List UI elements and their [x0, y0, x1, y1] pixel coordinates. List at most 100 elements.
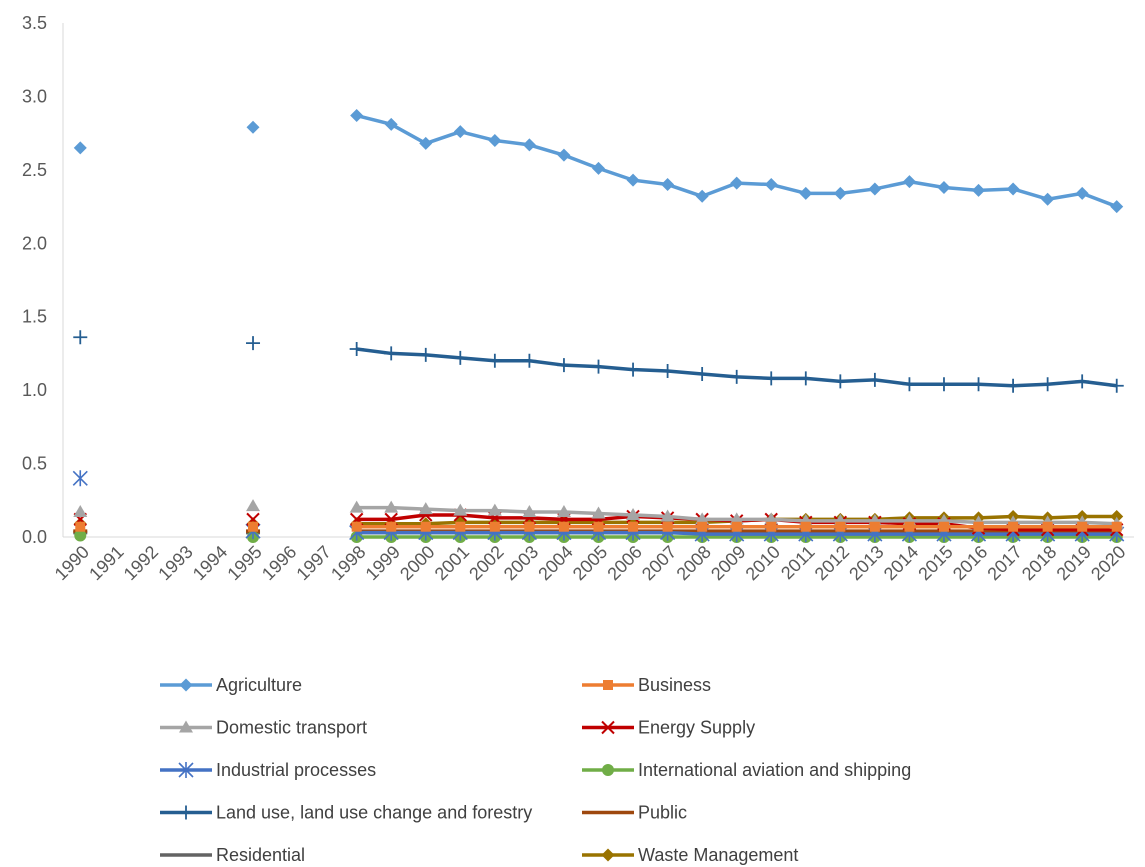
data-point-business	[628, 521, 639, 532]
data-point-business	[455, 521, 466, 532]
x-tick-label: 1996	[258, 542, 300, 584]
data-point-land-use-land-use-change-and-forestry	[418, 347, 433, 362]
x-tick-label: 1995	[223, 542, 265, 584]
data-point-domestic-transport	[556, 505, 571, 518]
legend-marker-land-use-land-use-change-and-forestry	[179, 805, 193, 820]
data-point-land-use-land-use-change-and-forestry	[384, 346, 399, 361]
data-point-business	[731, 521, 742, 532]
data-point-business	[973, 521, 984, 532]
data-point-land-use-land-use-change-and-forestry	[246, 336, 261, 351]
x-tick-label: 2014	[880, 542, 922, 584]
data-point-business	[75, 521, 86, 532]
data-point-domestic-transport	[487, 503, 502, 516]
legend-label: Land use, land use change and forestry	[216, 803, 532, 823]
data-point-business	[800, 521, 811, 532]
legend-item-land-use-land-use-change-and-forestry: Land use, land use change and forestry	[160, 803, 532, 823]
legend-label: Business	[638, 675, 711, 695]
data-point-land-use-land-use-change-and-forestry	[764, 371, 779, 386]
series-business	[75, 521, 1122, 532]
data-point-agriculture	[1041, 192, 1055, 206]
y-tick-label: 2.0	[22, 233, 47, 253]
series-land-use-land-use-change-and-forestry	[73, 330, 1124, 393]
data-point-domestic-transport	[73, 505, 88, 518]
x-tick-label: 2019	[1053, 542, 1095, 584]
legend-label: Public	[638, 803, 687, 823]
x-tick-label: 2008	[673, 542, 715, 584]
legend-marker-agriculture	[179, 678, 193, 692]
data-point-domestic-transport	[384, 500, 399, 513]
data-point-business	[1008, 521, 1019, 532]
data-point-agriculture	[350, 109, 364, 123]
data-point-agriculture	[1075, 186, 1089, 200]
data-point-business	[524, 521, 535, 532]
chart-axes: 0.0 0.5 1.0 1.5 2.0 2.5 3.0 3.5 1990199119921993…	[22, 13, 1134, 584]
data-point-domestic-transport	[418, 502, 433, 515]
data-point-land-use-land-use-change-and-forestry	[556, 358, 571, 373]
data-point-land-use-land-use-change-and-forestry	[522, 353, 537, 368]
data-point-business	[766, 521, 777, 532]
data-point-domestic-transport	[246, 499, 261, 512]
data-point-land-use-land-use-change-and-forestry	[902, 377, 917, 392]
x-tick-label: 2001	[431, 542, 473, 584]
x-tick-label: 1990	[51, 542, 93, 584]
data-point-agriculture	[522, 138, 536, 152]
data-point-business	[697, 521, 708, 532]
data-point-land-use-land-use-change-and-forestry	[487, 353, 502, 368]
data-point-domestic-transport	[626, 507, 641, 520]
x-tick-label: 2016	[949, 542, 991, 584]
data-point-agriculture	[626, 173, 640, 187]
data-point-agriculture	[764, 178, 778, 192]
legend-item-agriculture: Agriculture	[160, 675, 302, 695]
data-point-agriculture	[488, 133, 502, 147]
data-point-domestic-transport	[522, 505, 537, 518]
x-tick-label: 1993	[154, 542, 196, 584]
x-tick-label: 1998	[327, 542, 369, 584]
data-point-agriculture	[557, 148, 571, 162]
legend-item-waste-management: Waste Management	[582, 845, 798, 865]
data-point-business	[938, 521, 949, 532]
x-tick-label: 2015	[914, 542, 956, 584]
data-point-agriculture	[972, 183, 986, 197]
data-point-business	[904, 521, 915, 532]
data-point-land-use-land-use-change-and-forestry	[798, 371, 813, 386]
x-tick-label: 2018	[1018, 542, 1060, 584]
legend-label: Domestic transport	[216, 718, 367, 738]
data-point-business	[386, 521, 397, 532]
data-point-land-use-land-use-change-and-forestry	[626, 362, 641, 377]
data-point-land-use-land-use-change-and-forestry	[591, 359, 606, 374]
x-tick-label: 2005	[569, 542, 611, 584]
legend-label: Agriculture	[216, 675, 302, 695]
legend-item-public: Public	[582, 803, 687, 823]
data-point-agriculture	[868, 182, 882, 196]
legend-item-energy-supply: Energy Supply	[582, 718, 755, 738]
data-point-land-use-land-use-change-and-forestry	[695, 366, 710, 381]
data-point-agriculture	[937, 180, 951, 194]
data-point-land-use-land-use-change-and-forestry	[936, 377, 951, 392]
legend-label: Energy Supply	[638, 718, 755, 738]
data-point-agriculture	[246, 120, 260, 134]
x-tick-label: 2002	[465, 542, 507, 584]
x-tick-label: 1994	[189, 542, 231, 584]
legend-marker-domestic-transport	[179, 720, 193, 733]
legend-label: Industrial processes	[216, 760, 376, 780]
x-tick-label: 1999	[362, 542, 404, 584]
data-point-land-use-land-use-change-and-forestry	[349, 342, 364, 357]
legend-marker-business	[603, 680, 613, 690]
data-point-land-use-land-use-change-and-forestry	[1006, 378, 1021, 393]
x-tick-label: 1997	[292, 542, 334, 584]
x-tick-label: 2007	[638, 542, 680, 584]
legend-item-industrial-processes: Industrial processes	[160, 760, 376, 780]
data-point-industrial-processes	[72, 470, 88, 487]
data-point-land-use-land-use-change-and-forestry	[1040, 377, 1055, 392]
data-point-land-use-land-use-change-and-forestry	[971, 377, 986, 392]
data-point-business	[558, 521, 569, 532]
data-point-land-use-land-use-change-and-forestry	[1109, 378, 1124, 393]
data-point-agriculture	[833, 186, 847, 200]
data-point-agriculture	[902, 175, 916, 189]
data-point-business	[1111, 521, 1122, 532]
data-point-business	[351, 521, 362, 532]
data-point-land-use-land-use-change-and-forestry	[729, 369, 744, 384]
legend-item-international-aviation-and-shipping: International aviation and shipping	[582, 760, 911, 780]
data-point-business	[662, 521, 673, 532]
x-tick-label: 2012	[811, 542, 853, 584]
